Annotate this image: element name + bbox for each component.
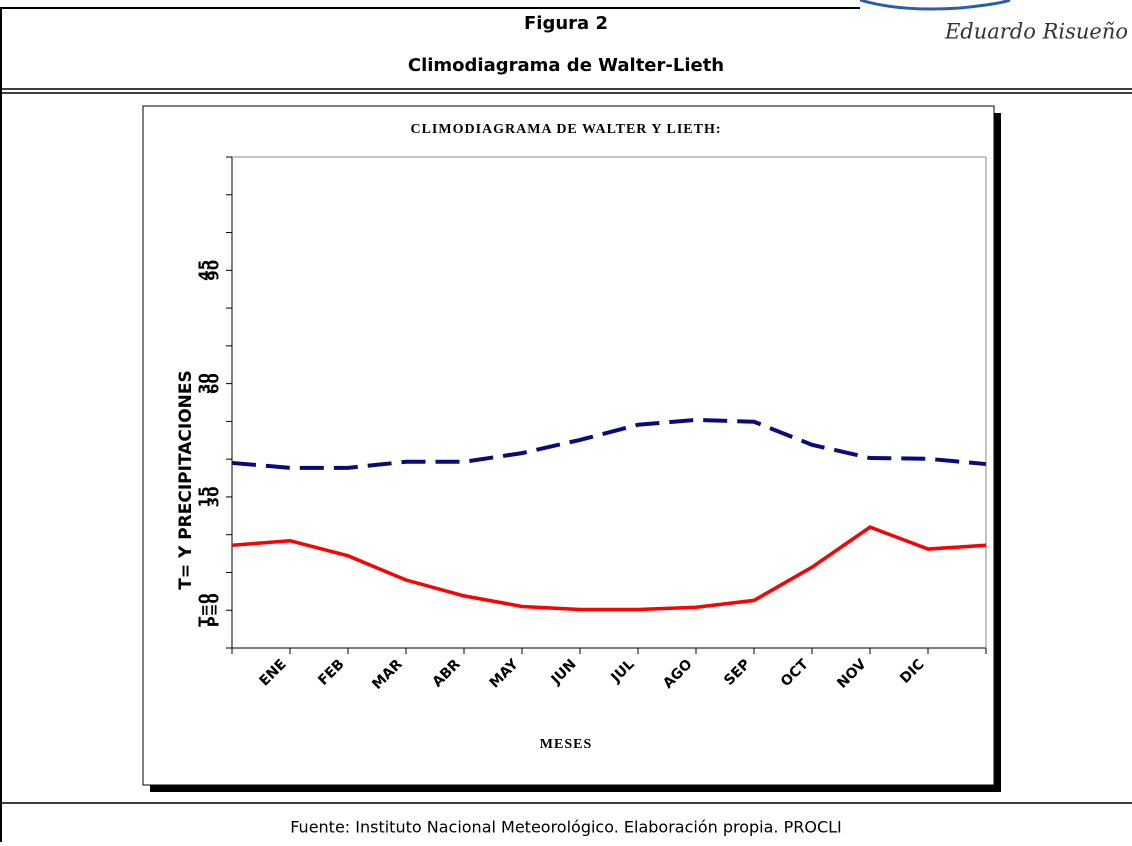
series-line [231,525,987,612]
y-tick-label: 15 [196,486,214,507]
y-axis-label: T= Y PRECIPITACIONES [176,370,196,590]
y-tick-label: T=0 [196,594,214,627]
y2-tick-label: P=0 [205,593,223,627]
x-axis-label: MESES [540,737,592,752]
chart-box [142,105,995,786]
y2-tick-label: 30 [205,486,223,507]
y2-tick-label: 90 [205,260,223,281]
figure-number: Figura 2 [524,13,608,34]
series-line [231,417,987,470]
y-tick-label: 30 [196,373,214,394]
logo-stroke [859,0,1011,11]
y-tick-label: 45 [196,260,214,281]
source: Fuente: Instituto Nacional Meteorológico… [290,818,842,837]
chart-title: CLIMODIAGRAMA DE WALTER Y LIETH: [410,122,721,137]
figure-title: Climodiagrama de Walter-Lieth [408,55,724,76]
author: Eduardo Risueño [944,20,1128,44]
y2-tick-label: 60 [205,373,223,394]
